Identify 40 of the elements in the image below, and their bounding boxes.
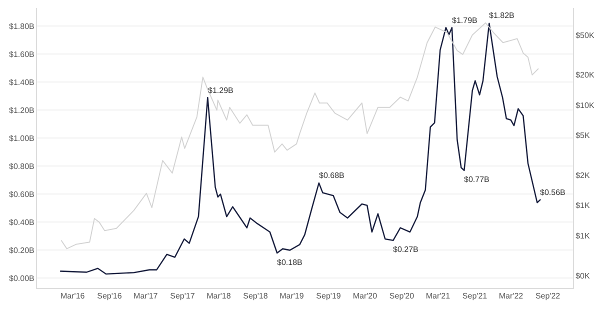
y-tick-label: $0.80B	[9, 162, 34, 171]
y-tick-label: $0.60B	[9, 190, 34, 199]
y2-tick-label: $10K	[576, 100, 595, 110]
y2-tick-label: $1K	[576, 201, 590, 210]
y2-tick-label: $1K	[576, 231, 590, 240]
y-tick-label: $0.20B	[9, 246, 34, 255]
annotation: $1.82B	[489, 11, 514, 20]
x-tick-label: Mar'16	[60, 292, 86, 301]
x-tick-label: Sep'18	[243, 292, 268, 301]
y-tick-label: $1.00B	[9, 134, 34, 143]
x-tick-label: Mar'21	[426, 292, 451, 301]
x-tick-label: Sep'16	[97, 292, 122, 301]
x-tick-label: Mar'20	[352, 292, 378, 301]
y-tick-label: $1.40B	[9, 78, 34, 87]
y2-tick-label: $2K	[576, 171, 590, 180]
y-tick-label: $0.00B	[9, 274, 34, 283]
x-tick-label: Sep'20	[389, 292, 415, 301]
annotation: $0.77B	[464, 175, 490, 184]
x-tick-label: Sep'22	[535, 292, 561, 301]
x-tick-label: Mar'19	[280, 292, 304, 301]
y2-tick-label: $5K	[576, 131, 590, 140]
x-tick-label: Mar'18	[206, 292, 232, 301]
x-tick-label: Mar'22	[498, 292, 524, 301]
y-tick-label: $1.60B	[9, 50, 34, 59]
x-tick-label: Sep'21	[462, 292, 488, 301]
y2-tick-label: $50K	[576, 30, 595, 40]
y2-tick-label: $0K	[576, 271, 590, 280]
annotation: $0.68B	[319, 171, 344, 180]
y2-tick-label: $20K	[576, 70, 595, 80]
annotation: $1.79B	[452, 16, 478, 25]
y-tick-label: $0.40B	[9, 218, 34, 227]
annotation: $0.18B	[277, 258, 302, 267]
annotation: $0.56B	[540, 188, 566, 197]
y-tick-label: $1.20B	[9, 106, 34, 115]
y-tick-label: $1.80B	[9, 22, 34, 31]
annotation: $0.27B	[393, 245, 418, 254]
annotation: $1.29B	[208, 86, 234, 95]
x-tick-label: Mar'17	[134, 292, 158, 301]
x-tick-label: Sep'17	[170, 292, 196, 301]
x-tick-label: Sep'19	[316, 292, 342, 301]
